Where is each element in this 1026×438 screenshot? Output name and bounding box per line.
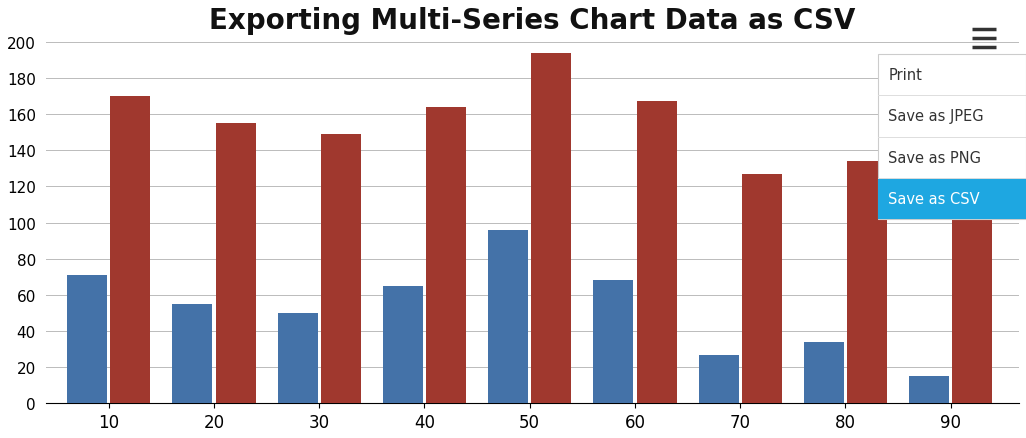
Bar	[909, 376, 949, 403]
Text: Print: Print	[889, 68, 922, 83]
Bar	[878, 178, 1026, 219]
Bar	[488, 230, 528, 403]
Text: Save as CSV: Save as CSV	[889, 191, 980, 206]
Bar	[699, 355, 739, 403]
Bar	[847, 162, 887, 403]
Bar	[321, 135, 361, 403]
Bar	[426, 108, 466, 403]
Bar	[636, 102, 676, 403]
Title: Exporting Multi-Series Chart Data as CSV: Exporting Multi-Series Chart Data as CSV	[209, 7, 856, 35]
Bar	[172, 304, 212, 403]
Bar	[278, 313, 318, 403]
Text: Save as PNG: Save as PNG	[889, 150, 981, 165]
Bar	[803, 342, 843, 403]
Text: Save as JPEG: Save as JPEG	[889, 109, 984, 124]
Bar	[742, 174, 782, 403]
Bar	[952, 196, 992, 403]
Bar	[111, 97, 151, 403]
Bar	[215, 124, 255, 403]
Bar	[68, 276, 108, 403]
Bar	[383, 286, 423, 403]
Bar	[531, 53, 571, 403]
Bar	[593, 281, 633, 403]
